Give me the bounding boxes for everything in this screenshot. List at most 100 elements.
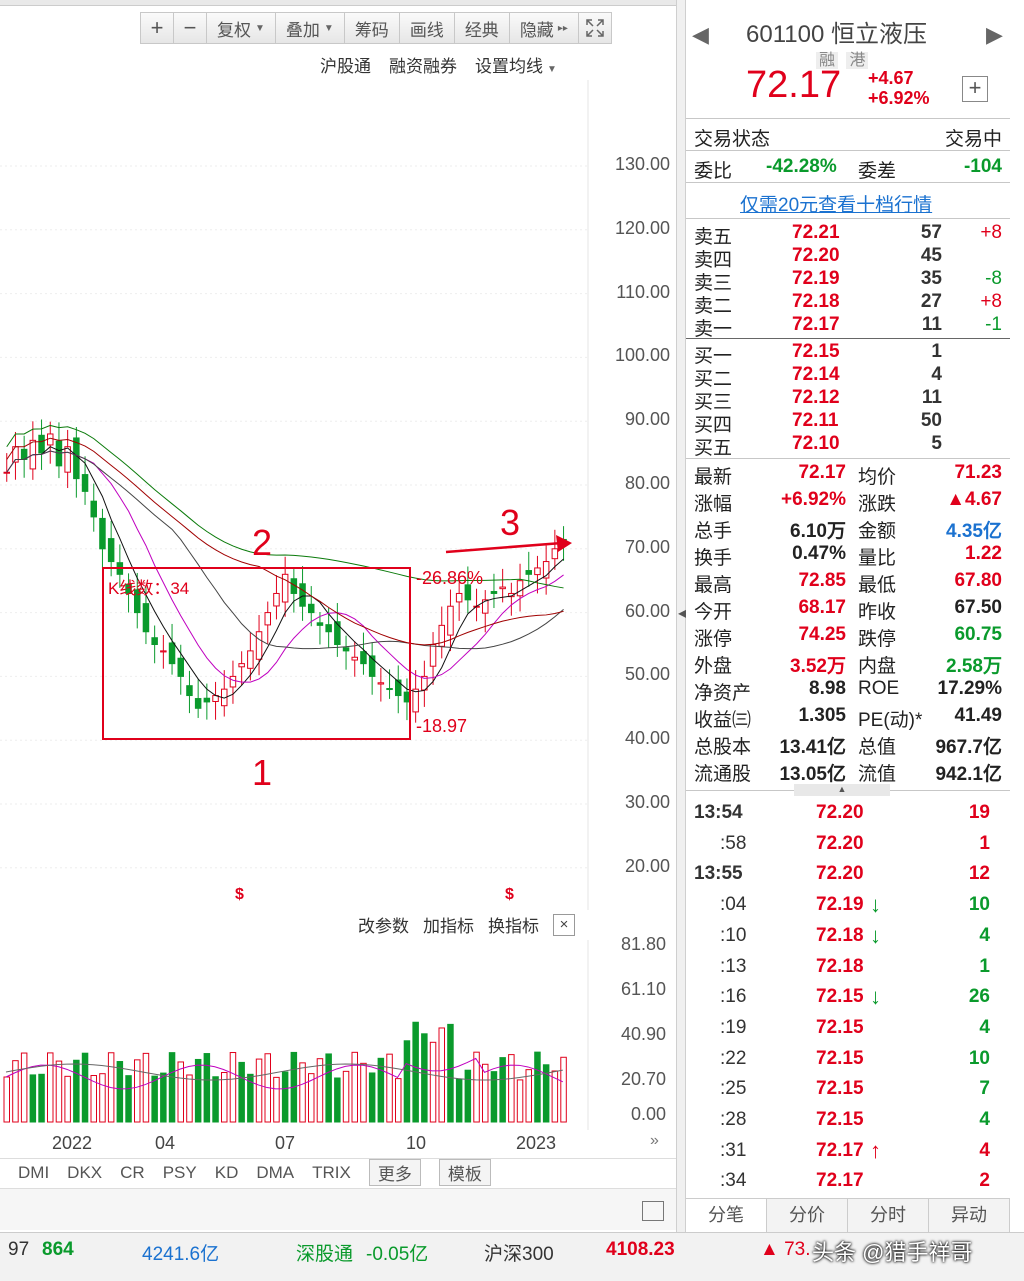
candle-body	[499, 586, 506, 590]
tick-volume: 10	[968, 1047, 990, 1069]
candle-body	[160, 650, 167, 653]
volume-bar	[81, 1052, 89, 1123]
modify-params-button[interactable]: 改参数	[358, 917, 409, 936]
quote-value: 67.50	[954, 597, 1002, 618]
range-box	[102, 567, 411, 740]
candle-body	[3, 471, 10, 474]
indicator-tab-dma[interactable]: DMA	[256, 1162, 295, 1182]
candle-body	[64, 446, 71, 473]
next-stock-arrow-icon[interactable]: ▶	[986, 22, 1003, 47]
zoom-out-button[interactable]: −	[173, 12, 207, 44]
quote-value: +6.92%	[781, 489, 846, 510]
indicator-tab-dkx[interactable]: DKX	[67, 1162, 103, 1182]
candle-body	[325, 624, 332, 633]
price-tick: 120.00	[614, 217, 670, 238]
hide-button[interactable]: 隐藏 ▸▸	[508, 12, 579, 44]
quote-label: 最低	[858, 575, 897, 596]
volume-bar	[377, 1057, 385, 1123]
add-watchlist-button[interactable]: +	[962, 76, 988, 102]
level2-promo-link[interactable]: 仅需20元查看十档行情	[740, 195, 933, 216]
volume-bar	[55, 1060, 63, 1123]
ma-setting-label: 设置均线	[475, 57, 543, 76]
sgt-label[interactable]: 深股通	[296, 1244, 354, 1265]
hs300-label[interactable]: 沪深300	[484, 1244, 554, 1265]
right-tab-0[interactable]: 分笔	[686, 1199, 767, 1232]
chips-button[interactable]: 筹码	[343, 12, 400, 44]
volume-tick: 20.70	[620, 1069, 666, 1089]
scroll-right-icon[interactable]: »	[650, 1132, 659, 1149]
indicator-tab-更多[interactable]: 更多	[368, 1159, 421, 1186]
panel-divider[interactable]	[676, 0, 686, 1232]
switch-indicator-button[interactable]: 换指标	[488, 917, 539, 936]
tick-volume: 4	[979, 1016, 990, 1038]
trade-status-value: 交易中	[944, 129, 1002, 150]
quote-label: 昨收	[858, 602, 897, 623]
ma-line	[6, 450, 564, 683]
right-tab-1[interactable]: 分价	[767, 1199, 848, 1232]
indicator-tab-trix[interactable]: TRIX	[312, 1162, 351, 1182]
volume-chart[interactable]	[0, 940, 676, 1130]
range-pct-label: -26.86%	[416, 568, 484, 588]
volume-bar	[525, 1069, 532, 1123]
candle-body	[551, 548, 559, 560]
stock-title: 601100 恒立液压	[746, 14, 927, 49]
tick-volume: 2	[979, 1170, 990, 1192]
ask-volume: 45	[920, 245, 942, 266]
x-tick: 07	[275, 1133, 296, 1153]
volume-bar	[203, 1053, 211, 1123]
tick-price: 72.15	[816, 1109, 864, 1130]
kline-chart[interactable]	[0, 80, 676, 910]
right-tab-2[interactable]: 分时	[848, 1199, 929, 1232]
quote-label: 涨停	[694, 629, 733, 650]
close-icon[interactable]: ×	[553, 913, 575, 936]
margin-trading-link[interactable]: 融资融券	[389, 57, 457, 76]
candle-body	[255, 631, 263, 660]
collapse-arrow-icon[interactable]: ◀	[678, 606, 688, 620]
indicator-tab-psy[interactable]: PSY	[162, 1162, 197, 1182]
candle-body	[142, 603, 150, 633]
classic-button[interactable]: 经典	[453, 12, 510, 44]
fuquan-button[interactable]: 复权 ▼	[206, 12, 276, 44]
volume-bar	[464, 1069, 472, 1123]
ask-label: 卖三	[694, 273, 733, 294]
quote-value: 8.98	[809, 678, 846, 699]
arrow-down-icon: ↓	[870, 892, 881, 918]
fullscreen-button[interactable]	[577, 12, 612, 44]
quote-label: 涨幅	[694, 494, 733, 515]
draw-line-button[interactable]: 画线	[398, 12, 455, 44]
candle-body	[351, 656, 358, 661]
expand-toggle-icon[interactable]: ▲	[794, 784, 890, 796]
upload-icon[interactable]	[642, 1201, 664, 1221]
volume-bar	[395, 1078, 402, 1123]
quote-label: 跌停	[858, 629, 897, 650]
candle-body	[447, 605, 454, 636]
candle-body	[525, 570, 532, 575]
bid-volume: 50	[920, 410, 942, 431]
price-tick: 40.00	[624, 728, 670, 749]
arrow-up-icon: ↑	[870, 1137, 881, 1163]
candle-body	[534, 567, 541, 576]
quote-value: 1.22	[965, 543, 1002, 564]
bid-price: 72.12	[792, 387, 840, 408]
tick-time: :13	[720, 955, 747, 977]
quote-label: 最高	[694, 575, 733, 596]
indicator-tab-cr[interactable]: CR	[120, 1162, 145, 1182]
hgt-link[interactable]: 沪股通	[320, 57, 371, 76]
tick-volume: 4	[979, 1139, 990, 1161]
indicator-tab-模板[interactable]: 模板	[438, 1159, 491, 1186]
watermark: 头条 @猎手祥哥	[812, 1240, 973, 1265]
zoom-in-button[interactable]: +	[140, 12, 174, 44]
volume-tick: 81.80	[620, 934, 666, 954]
right-tab-3[interactable]: 异动	[929, 1199, 1010, 1232]
overlay-button[interactable]: 叠加 ▼	[274, 12, 345, 44]
volume-bar	[90, 1075, 97, 1123]
candle-body	[403, 691, 411, 703]
ma-setting-dropdown[interactable]: 设置均线 ▼	[475, 52, 557, 77]
bid-label: 买二	[694, 369, 733, 390]
prev-stock-arrow-icon[interactable]: ◀	[692, 22, 709, 47]
indicator-tab-kd[interactable]: KD	[214, 1162, 239, 1182]
add-indicator-button[interactable]: 加指标	[423, 917, 474, 936]
bid-label: 买四	[694, 415, 733, 436]
indicator-tab-dmi[interactable]: DMI	[18, 1162, 50, 1182]
volume-bar	[499, 1057, 506, 1123]
